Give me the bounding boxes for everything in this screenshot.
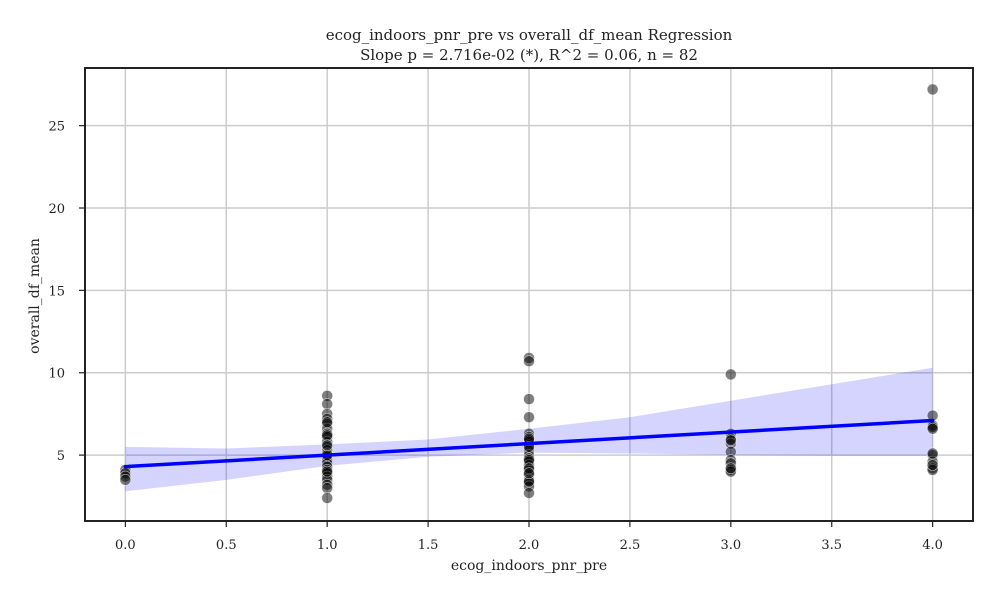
- data-point: [523, 467, 535, 480]
- data-point: [926, 447, 939, 460]
- data-point: [321, 439, 333, 452]
- data-point: [321, 416, 333, 428]
- y-tick-label: 5: [57, 449, 65, 464]
- data-point: [321, 398, 333, 410]
- grid-layer: [85, 68, 973, 521]
- y-tick-label: 15: [48, 284, 65, 299]
- x-tick-label: 1.0: [317, 538, 338, 553]
- x-tick-label: 0.0: [115, 538, 136, 553]
- points-layer: [119, 83, 939, 504]
- regression-line-layer: [123, 418, 935, 469]
- data-point: [523, 411, 535, 424]
- chart-subtitle: Slope p = 2.716e-02 (*), R^2 = 0.06, n =…: [360, 46, 698, 64]
- data-point: [926, 83, 939, 96]
- x-tick-label: 3.5: [821, 538, 842, 553]
- x-tick-label: 1.5: [418, 538, 439, 553]
- y-tick-label: 25: [48, 120, 65, 135]
- data-point: [321, 465, 333, 478]
- x-tick-label: 3.0: [720, 538, 741, 553]
- data-point: [321, 482, 333, 494]
- x-tick-label: 2.0: [519, 538, 540, 553]
- data-point: [321, 429, 333, 442]
- data-point: [926, 459, 939, 471]
- data-point: [725, 368, 737, 381]
- x-tick-label: 0.5: [216, 538, 237, 553]
- y-tick-label: 20: [48, 202, 65, 217]
- x-tick-label: 2.5: [620, 538, 641, 553]
- y-tick-label: 10: [48, 367, 65, 382]
- y-axis-label: overall_df_mean: [27, 238, 43, 354]
- x-tick-label: 4.0: [922, 538, 943, 553]
- data-point: [523, 355, 535, 368]
- data-point: [523, 487, 535, 499]
- data-point: [926, 422, 939, 435]
- data-point: [725, 462, 737, 475]
- data-point: [119, 474, 132, 486]
- data-point: [725, 434, 737, 447]
- chart-title: ecog_indoors_pnr_pre vs overall_df_mean …: [326, 26, 733, 44]
- x-axis-label: ecog_indoors_pnr_pre: [451, 558, 607, 574]
- data-point: [321, 492, 333, 504]
- tick-layer: 0.0 0.5 1.0 1.5 2.0 2.5 3.0 3.5 4.0 5 10 15 20 25: [48, 120, 943, 553]
- regression-line: [123, 418, 935, 469]
- data-point: [523, 393, 535, 405]
